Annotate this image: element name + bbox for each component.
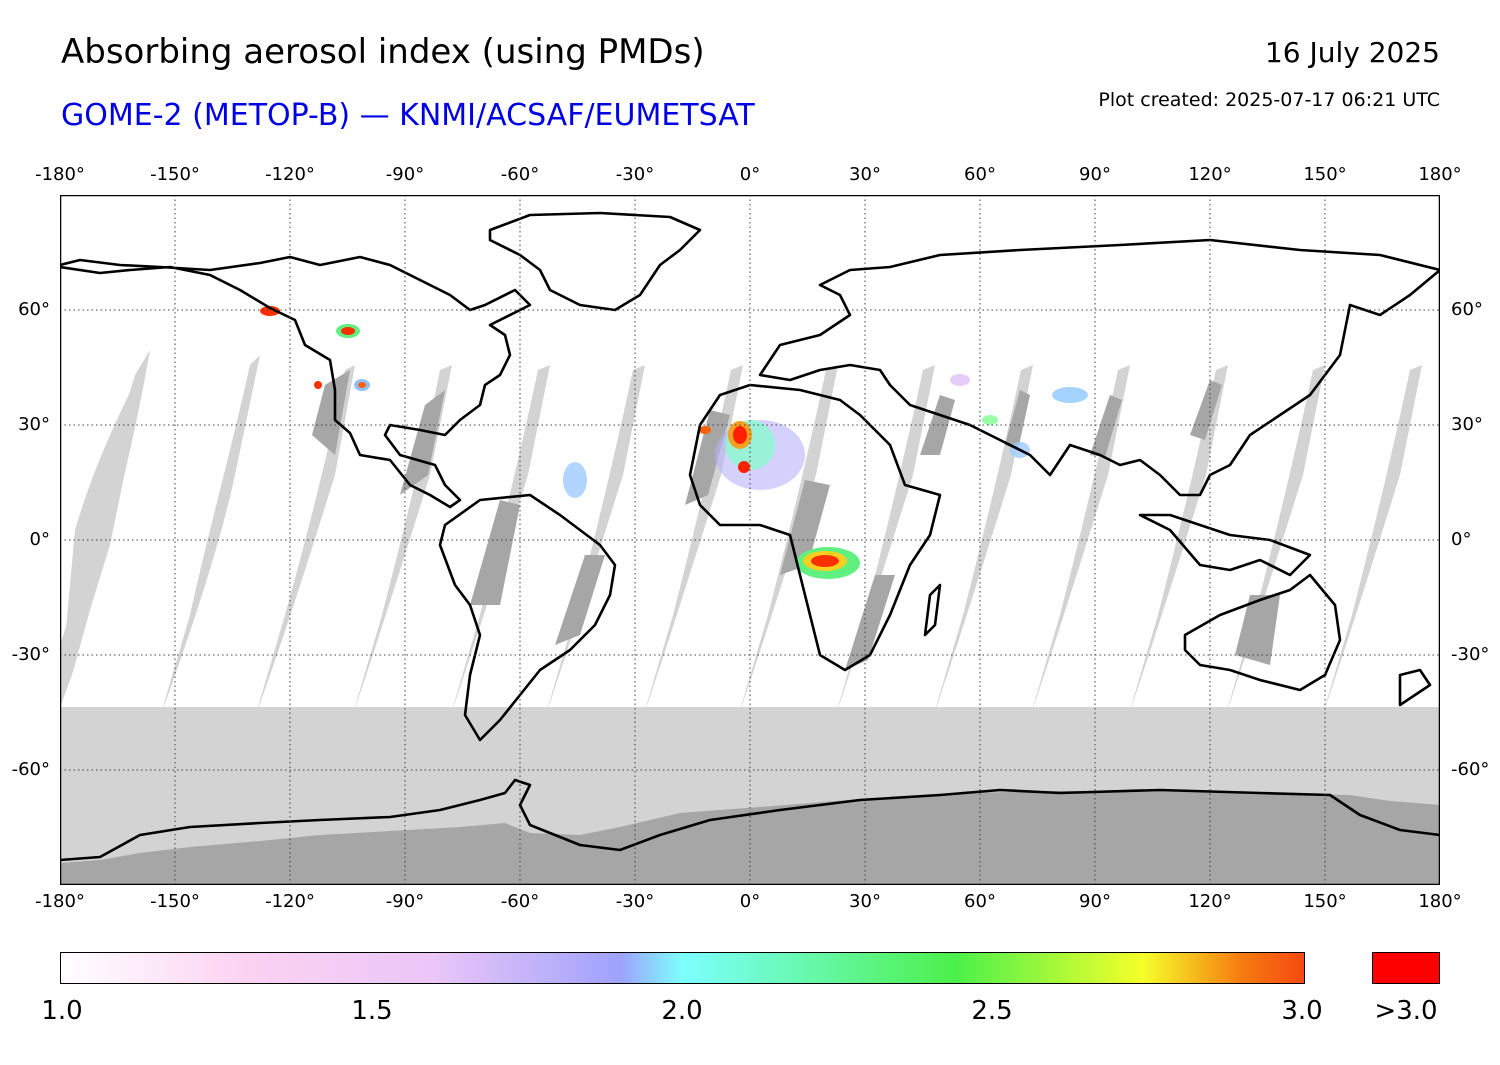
australia-coast — [1183, 573, 1342, 692]
antarctica-coast — [60, 778, 1440, 862]
land-gap-swaths — [312, 370, 1280, 670]
canada-fire-plume — [260, 306, 280, 316]
colorbar-tick-label: 2.0 — [661, 996, 703, 1026]
left-lat-label: 60° — [18, 299, 50, 320]
gridlines — [60, 195, 1440, 885]
africa-coast — [688, 383, 942, 672]
right-lat-label: 0° — [1451, 529, 1472, 550]
top-lon-label: 180° — [1418, 164, 1462, 185]
indonesia-coast — [1138, 513, 1312, 577]
plot-title: Absorbing aerosol index (using PMDs) — [61, 32, 705, 72]
bottom-lon-label: 60° — [964, 891, 996, 912]
bottom-lon-label: 120° — [1188, 891, 1232, 912]
bottom-lon-label: 180° — [1418, 891, 1462, 912]
bottom-lon-label: -120° — [265, 891, 315, 912]
top-lon-label: -60° — [500, 164, 540, 185]
aerosol-plumes — [260, 306, 1088, 579]
new-zealand-coast — [1398, 668, 1432, 707]
aerosol-index-map — [60, 195, 1440, 885]
top-lon-label: 60° — [964, 164, 996, 185]
plot-created-timestamp: Plot created: 2025-07-17 06:21 UTC — [1098, 89, 1440, 111]
bottom-lon-label: -90° — [385, 891, 425, 912]
top-lon-label: -120° — [265, 164, 315, 185]
bottom-lon-label: -150° — [150, 891, 200, 912]
top-lon-label: -150° — [150, 164, 200, 185]
bottom-lon-label: -60° — [500, 891, 540, 912]
top-lon-label: 120° — [1188, 164, 1232, 185]
left-lat-label: -30° — [11, 644, 50, 665]
left-lat-label: 30° — [18, 414, 50, 435]
right-lat-label: 60° — [1451, 299, 1483, 320]
top-lon-label: -90° — [385, 164, 425, 185]
colorbar-gradient — [60, 952, 1305, 984]
plot-subtitle: GOME-2 (METOP-B) — KNMI/ACSAF/EUMETSAT — [61, 98, 755, 133]
plot-date: 16 July 2025 — [1264, 36, 1440, 69]
colorbar-tick-label: 3.0 — [1281, 996, 1323, 1026]
right-lat-label: 30° — [1451, 414, 1483, 435]
colorbar-tick-label: 1.0 — [41, 996, 83, 1026]
top-lon-label: 30° — [849, 164, 881, 185]
coastlines — [60, 211, 1440, 862]
colorbar-overflow-label: >3.0 — [1374, 996, 1438, 1026]
left-lat-label: -60° — [11, 759, 50, 780]
bottom-lon-label: 150° — [1303, 891, 1347, 912]
south-america-coast — [438, 493, 617, 742]
greenland-coast — [488, 211, 702, 312]
top-lon-label: 0° — [739, 164, 761, 185]
top-lon-label: -180° — [35, 164, 85, 185]
colorbar-tick-label: 1.5 — [351, 996, 393, 1026]
map-frame — [60, 195, 1440, 885]
europe-asia-coast — [758, 238, 1440, 497]
right-lat-label: -60° — [1451, 759, 1490, 780]
north-america-coast — [60, 255, 532, 509]
top-lon-label: 150° — [1303, 164, 1347, 185]
left-lat-label: 0° — [29, 529, 50, 550]
madagascar-coast — [923, 583, 942, 637]
colorbar-tick-label: 2.5 — [971, 996, 1013, 1026]
bottom-lon-label: 0° — [739, 891, 761, 912]
top-lon-label: 90° — [1079, 164, 1111, 185]
right-lat-label: -30° — [1451, 644, 1490, 665]
bottom-lon-label: 90° — [1079, 891, 1111, 912]
bottom-lon-label: 30° — [849, 891, 881, 912]
bottom-lon-label: -180° — [35, 891, 85, 912]
colorbar-overflow-swatch — [1372, 952, 1440, 984]
top-lon-label: -30° — [615, 164, 655, 185]
bottom-lon-label: -30° — [615, 891, 655, 912]
